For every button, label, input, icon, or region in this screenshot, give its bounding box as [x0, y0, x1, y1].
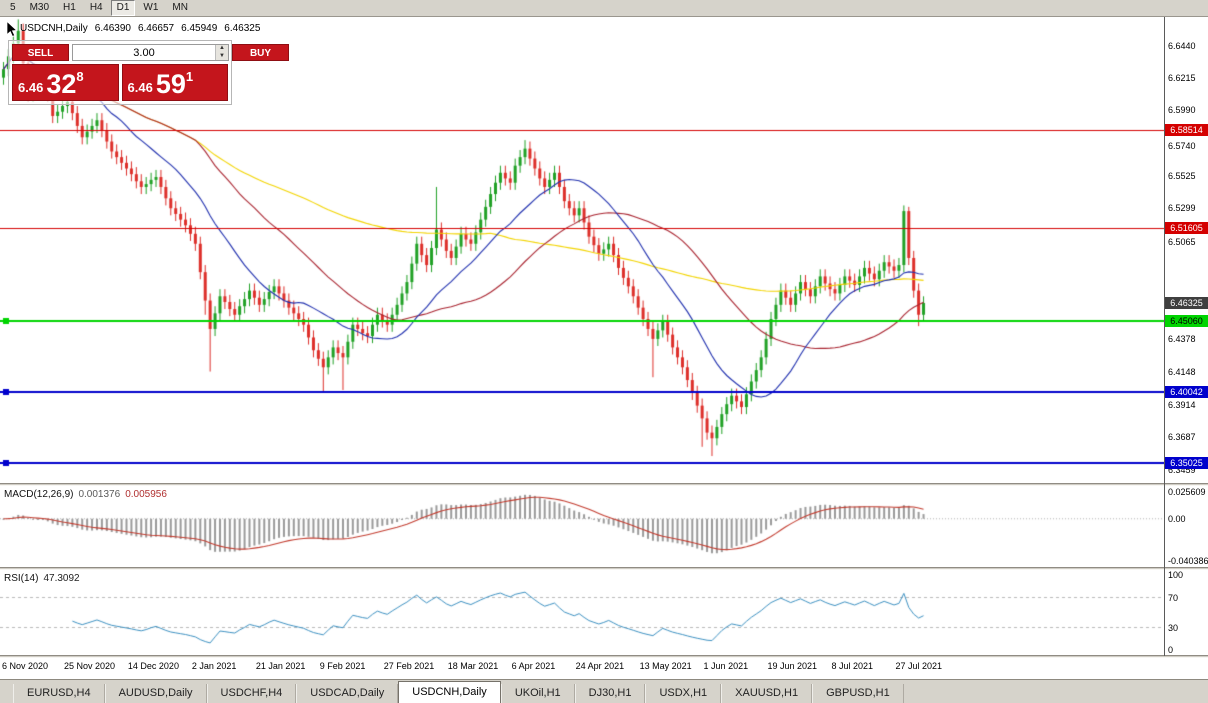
price-scale-tick: 6.5740 — [1168, 140, 1196, 151]
date-axis-label: 21 Jan 2021 — [255, 661, 306, 671]
price-level-badge: 6.51605 — [1165, 222, 1208, 234]
volume-down-button[interactable]: ▼ — [216, 52, 228, 60]
rsi-scale-label: 100 — [1168, 570, 1184, 580]
macd-scale-label: -0.040386 — [1168, 556, 1208, 566]
date-axis-label: 9 Feb 2021 — [319, 661, 366, 671]
price-scale-tick: 6.3914 — [1168, 400, 1196, 411]
chart-tab-eurusd-h4[interactable]: EURUSD,H4 — [13, 684, 105, 703]
rsi-scale-label: 30 — [1168, 622, 1179, 633]
date-axis-label: 27 Feb 2021 — [383, 661, 435, 671]
macd-name: MACD(12,26,9) — [4, 489, 74, 500]
chart-tab-usdx-h1[interactable]: USDX,H1 — [645, 684, 722, 703]
buy-price-pips: 59 — [155, 69, 186, 99]
rsi-scale-label: 70 — [1168, 592, 1179, 603]
price-scale-tick: 6.5525 — [1168, 171, 1196, 182]
price-level-badge: 6.35025 — [1165, 457, 1208, 469]
volume-input[interactable] — [73, 45, 215, 60]
date-axis-label: 8 Jul 2021 — [831, 661, 874, 671]
rsi-scale-label: 0 — [1168, 645, 1174, 655]
ohlc-low: 6.45949 — [181, 23, 218, 34]
price-scale-tick: 6.5299 — [1168, 203, 1196, 214]
panel-separator — [0, 655, 1208, 658]
price-level-badge: 6.40042 — [1165, 386, 1208, 398]
chart-tab-xauusd-h1[interactable]: XAUUSD,H1 — [721, 684, 813, 703]
volume-spinner: ▲ ▼ — [215, 45, 228, 60]
timeframe-button-h1[interactable]: H1 — [63, 2, 76, 13]
date-axis-label: 6 Apr 2021 — [511, 661, 556, 671]
price-scale-tick: 6.6440 — [1168, 41, 1196, 52]
price-scale-tick: 6.5990 — [1168, 105, 1196, 116]
ohlc-close: 6.46325 — [224, 23, 261, 34]
date-axis-label: 27 Jul 2021 — [895, 661, 942, 671]
ohlc-open: 6.46390 — [94, 23, 131, 34]
chart-tab-audusd-daily[interactable]: AUDUSD,Daily — [104, 684, 207, 703]
chart-tab-usdcnh-daily[interactable]: USDCNH,Daily — [398, 681, 501, 703]
date-axis-label: 25 Nov 2020 — [63, 661, 115, 671]
rsi-value: 47.3092 — [43, 573, 80, 584]
chart-tab-usdcad-daily[interactable]: USDCAD,Daily — [296, 684, 399, 703]
chart-tab-ukoil-h1[interactable]: UKOil,H1 — [500, 684, 575, 703]
date-axis-label: 6 Nov 2020 — [2, 661, 49, 671]
price-scale-tick: 6.6215 — [1168, 73, 1196, 84]
chart-tab-dj30-h1[interactable]: DJ30,H1 — [574, 684, 646, 703]
ohlc-high: 6.46657 — [137, 23, 175, 34]
macd-scale-label: 0.025609 — [1168, 487, 1206, 497]
sell-button[interactable]: SELL — [12, 44, 69, 61]
rsi-label: RSI(14) 47.3092 — [4, 573, 80, 584]
one-click-trading-panel: SELL ▲ ▼ BUY 6.46 32 8 6.46 59 1 — [8, 40, 289, 105]
sell-price-point: 8 — [76, 69, 84, 84]
macd-panel-canvas[interactable] — [0, 486, 1164, 567]
sell-price-button[interactable]: 6.46 32 8 — [12, 64, 119, 101]
price-scale-tick: 6.4378 — [1168, 334, 1196, 345]
mouse-cursor-icon — [6, 20, 18, 43]
date-axis-label: 13 May 2021 — [639, 661, 692, 671]
timeframe-toolbar: 5 M30 H1 H4 D1 W1 MN — [0, 0, 1208, 17]
sell-price-pips: 32 — [46, 69, 77, 99]
rsi-panel-canvas[interactable] — [0, 570, 1164, 655]
timeframe-button-w1[interactable]: W1 — [143, 2, 159, 13]
price-scale-tick: 6.3687 — [1168, 432, 1196, 443]
timeframe-button-h4[interactable]: H4 — [89, 2, 103, 13]
date-axis-label: 1 Jun 2021 — [703, 661, 749, 671]
price-scale-tick: 6.3459 — [1168, 464, 1196, 475]
timeframe-button-m30[interactable]: M30 — [29, 2, 50, 13]
sell-price-big-figure: 6.46 — [18, 80, 44, 95]
macd-scale-label: 0.00 — [1168, 513, 1186, 524]
rsi-name: RSI(14) — [4, 573, 39, 584]
macd-label: MACD(12,26,9) 0.001376 0.005956 — [4, 489, 167, 500]
macd-signal-value: 0.005956 — [125, 489, 167, 500]
chart-tab-gbpusd-h1[interactable]: GBPUSD,H1 — [812, 684, 904, 703]
date-axis-label: 2 Jan 2021 — [191, 661, 237, 671]
macd-main-value: 0.001376 — [78, 489, 121, 500]
chart-symbol-period: USDCNH,Daily — [20, 23, 88, 34]
chart-tab-bar: EURUSD,H4 AUDUSD,Daily USDCHF,H4 USDCAD,Dai… — [0, 679, 1208, 703]
panel-separator[interactable] — [0, 567, 1208, 570]
chart-header: USDCNH,Daily 6.46390 6.46657 6.45949 6.46325 — [20, 23, 260, 34]
timeframe-button-mn[interactable]: MN — [172, 2, 188, 13]
buy-price-button[interactable]: 6.46 59 1 — [121, 64, 228, 101]
chart-tab-usdchf-h4[interactable]: USDCHF,H4 — [206, 684, 297, 703]
price-scale-tick: 6.4148 — [1168, 366, 1196, 377]
current-price-badge: 6.46325 — [1165, 297, 1208, 309]
volume-up-button[interactable]: ▲ — [216, 45, 228, 53]
price-level-badge: 6.58514 — [1165, 124, 1208, 136]
scale-divider — [1164, 17, 1165, 656]
price-level-badge: 6.45060 — [1165, 315, 1208, 327]
date-axis-label: 19 Jun 2021 — [767, 661, 818, 671]
buy-price-big-figure: 6.46 — [127, 80, 153, 95]
timeframe-button-5[interactable]: 5 — [10, 2, 16, 13]
date-axis-label: 18 Mar 2021 — [447, 661, 499, 671]
volume-field: ▲ ▼ — [72, 44, 229, 61]
date-axis-label: 24 Apr 2021 — [575, 661, 625, 671]
buy-price-point: 1 — [185, 69, 194, 84]
buy-button[interactable]: BUY — [232, 44, 289, 61]
panel-separator[interactable] — [0, 483, 1208, 486]
date-axis-label: 14 Dec 2020 — [127, 661, 179, 671]
price-scale-tick: 6.5065 — [1168, 236, 1196, 247]
timeframe-button-d1[interactable]: D1 — [110, 0, 136, 16]
